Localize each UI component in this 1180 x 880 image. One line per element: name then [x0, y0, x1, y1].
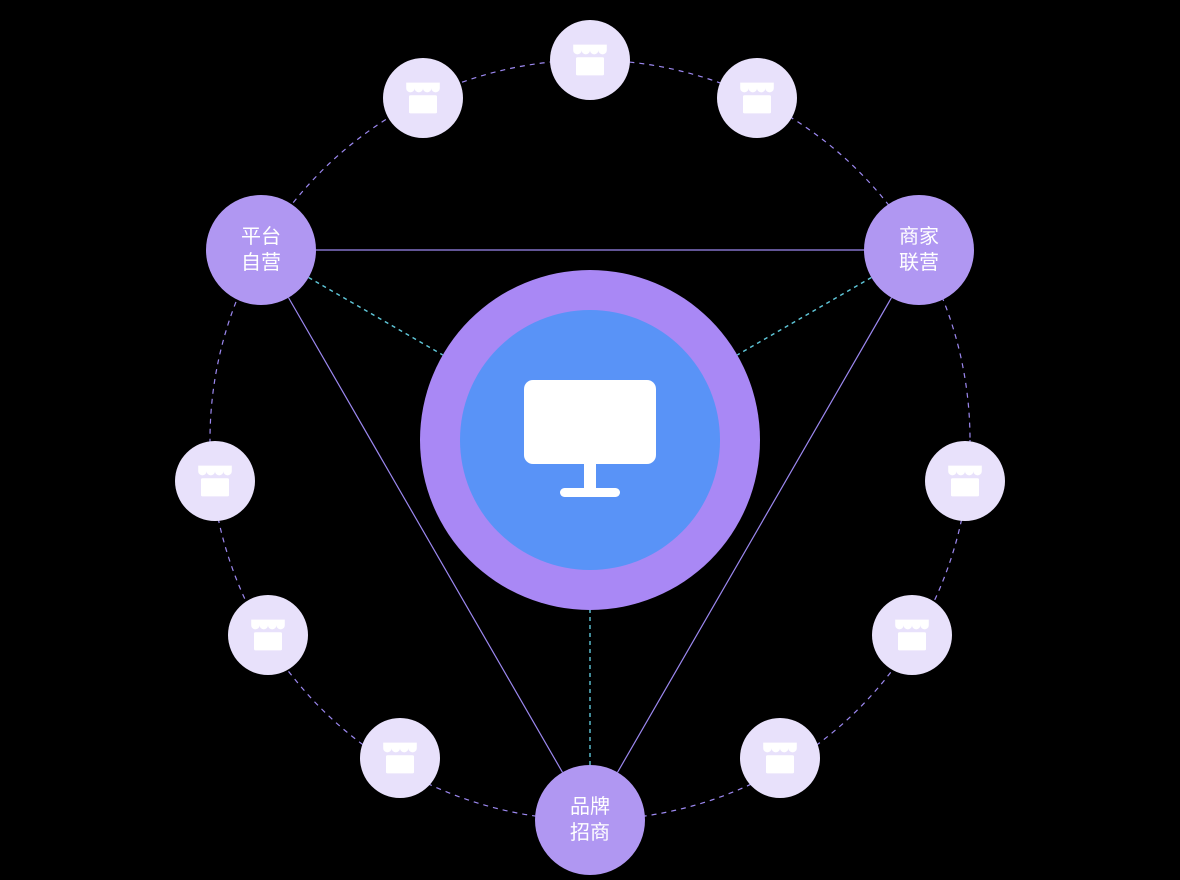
store-icon	[573, 45, 607, 76]
store-icon	[948, 466, 982, 497]
store-icon	[740, 83, 774, 114]
store-icon	[251, 620, 285, 651]
store-icon	[383, 743, 417, 774]
store-icon	[406, 83, 440, 114]
node-label-platform-self: 平台 自营	[241, 224, 281, 276]
network-diagram	[0, 0, 1180, 880]
node-label-brand-recruit: 品牌 招商	[570, 794, 610, 846]
store-icon	[198, 466, 232, 497]
node-label-merchant-joint: 商家 联营	[899, 224, 939, 276]
store-icon	[895, 620, 929, 651]
store-icon	[763, 743, 797, 774]
